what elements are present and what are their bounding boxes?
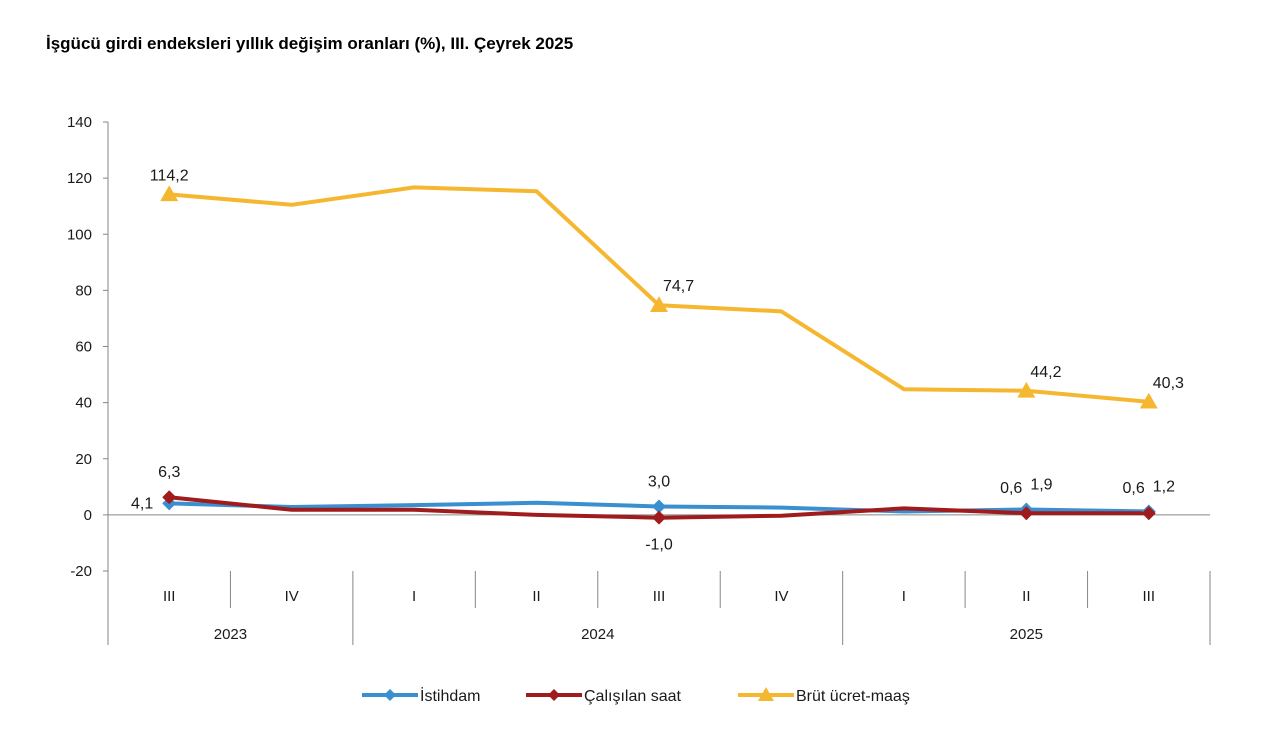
x-tick-label: II — [532, 588, 540, 605]
y-tick-label: 120 — [67, 170, 92, 187]
x-group-label: 2025 — [1010, 626, 1043, 643]
x-tick-label: IV — [774, 588, 788, 605]
y-tick-label: 140 — [67, 114, 92, 131]
data-point — [652, 510, 666, 525]
data-point — [1019, 506, 1034, 521]
data-point — [1141, 506, 1156, 521]
legend-marker — [758, 687, 774, 701]
data-label: 40,3 — [1153, 375, 1184, 392]
y-tick-label: 40 — [75, 395, 92, 412]
data-label: 0,6 — [1000, 480, 1022, 497]
x-tick-label: II — [1022, 588, 1030, 605]
data-point — [1139, 392, 1158, 409]
legend-label: Çalışılan saat — [584, 688, 681, 705]
x-tick-label: I — [902, 588, 906, 605]
chart-title: İşgücü girdi endeksleri yıllık değişim o… — [46, 34, 574, 53]
x-tick-label: III — [163, 588, 176, 605]
data-point — [1017, 381, 1036, 398]
legend-label: Brüt ücret-maaş — [796, 688, 910, 705]
y-tick-label: 60 — [75, 339, 92, 356]
data-point — [650, 296, 668, 312]
series-line — [167, 185, 1151, 404]
data-label: 4,1 — [131, 495, 153, 512]
data-label: 6,3 — [158, 464, 180, 481]
x-group-label: 2023 — [214, 626, 247, 643]
data-label: 1,2 — [1153, 479, 1175, 496]
legend-marker — [384, 689, 396, 701]
y-tick-label: 0 — [84, 507, 92, 524]
legend-marker — [548, 689, 560, 701]
data-label: 1,9 — [1030, 477, 1052, 494]
x-tick-label: I — [412, 588, 416, 605]
data-label: 44,2 — [1030, 364, 1061, 381]
data-label: 3,0 — [648, 473, 670, 490]
x-tick-label: IV — [285, 588, 299, 605]
x-tick-label: III — [653, 588, 666, 605]
y-tick-label: 20 — [75, 451, 92, 468]
data-label: 0,6 — [1123, 480, 1145, 497]
data-point — [162, 490, 177, 505]
legend-label: İstihdam — [420, 686, 480, 705]
data-label: -1,0 — [645, 537, 673, 554]
x-tick-label: III — [1143, 588, 1156, 605]
y-tick-label: 100 — [67, 226, 92, 243]
y-tick-label: 80 — [75, 282, 92, 299]
y-tick-label: -20 — [70, 563, 92, 580]
data-point — [652, 499, 666, 514]
x-group-label: 2024 — [581, 626, 614, 643]
data-label: 114,2 — [150, 167, 189, 184]
data-label: 74,7 — [663, 278, 694, 295]
data-point — [160, 185, 179, 202]
